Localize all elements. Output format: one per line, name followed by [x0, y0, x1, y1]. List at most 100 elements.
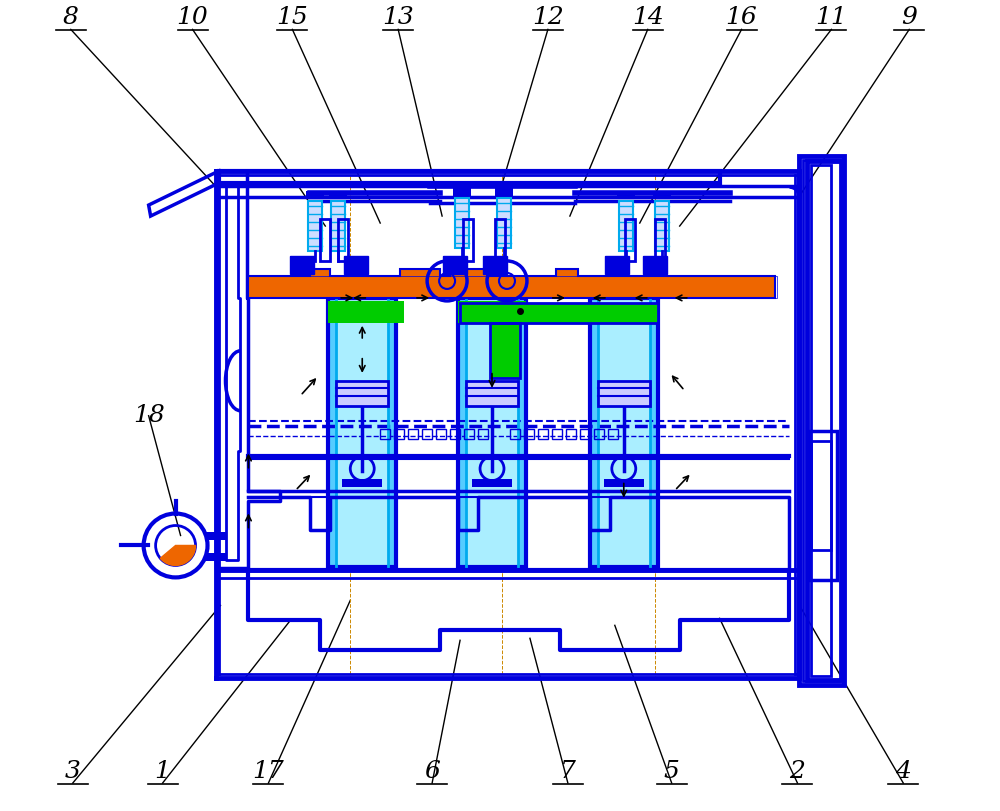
Bar	[329, 191, 347, 199]
Bar	[619, 201, 633, 251]
Bar	[290, 256, 314, 274]
Bar	[552, 429, 562, 439]
Bar	[328, 298, 396, 568]
Bar	[394, 429, 404, 439]
Bar	[483, 256, 507, 274]
Bar	[809, 431, 837, 581]
Text: 4: 4	[895, 760, 911, 783]
Bar	[510, 276, 750, 298]
Bar	[443, 256, 467, 274]
Text: 5: 5	[664, 760, 680, 783]
Text: 7: 7	[560, 760, 576, 783]
Text: 8: 8	[63, 6, 79, 29]
Bar	[643, 256, 667, 274]
Bar	[463, 219, 473, 261]
Text: 11: 11	[816, 6, 847, 29]
Bar	[408, 429, 418, 439]
Bar	[320, 219, 330, 261]
Text: 2: 2	[790, 760, 805, 783]
Bar	[495, 188, 513, 196]
Bar	[458, 301, 526, 323]
Bar	[408, 429, 418, 439]
Bar	[655, 201, 669, 251]
Bar	[344, 256, 368, 274]
Bar	[524, 429, 534, 439]
Bar	[811, 165, 831, 676]
Bar	[466, 381, 518, 406]
Bar	[290, 256, 314, 274]
Bar	[436, 429, 446, 439]
Bar	[331, 201, 345, 251]
Bar	[497, 198, 511, 248]
Bar	[464, 429, 474, 439]
Bar	[400, 276, 450, 298]
Bar	[490, 323, 520, 378]
Bar	[478, 429, 488, 439]
Bar	[594, 429, 604, 439]
Bar	[524, 429, 534, 439]
Bar	[653, 191, 671, 199]
Bar	[336, 298, 388, 568]
Bar	[605, 256, 629, 274]
Bar	[422, 429, 432, 439]
Text: 9: 9	[901, 6, 917, 29]
Bar	[590, 298, 658, 568]
Bar	[510, 429, 520, 439]
Bar	[580, 429, 590, 439]
Bar	[205, 533, 226, 540]
Bar	[422, 429, 432, 439]
Bar	[483, 256, 507, 274]
Text: 10: 10	[177, 6, 208, 29]
Bar	[598, 298, 650, 568]
Bar	[807, 161, 842, 680]
Bar	[455, 276, 505, 298]
Bar	[598, 381, 650, 406]
Text: 13: 13	[382, 6, 414, 29]
Bar	[380, 429, 390, 439]
Bar	[619, 201, 633, 251]
Bar	[450, 429, 460, 439]
Bar	[478, 429, 488, 439]
Bar	[799, 157, 844, 685]
Bar	[466, 298, 518, 568]
Bar	[617, 191, 635, 199]
Bar	[643, 256, 667, 274]
Text: 3: 3	[65, 760, 81, 783]
Text: 12: 12	[532, 6, 564, 29]
Bar	[495, 219, 505, 261]
Bar	[328, 298, 396, 568]
Bar	[336, 381, 388, 406]
Bar	[380, 429, 390, 439]
Bar	[458, 298, 526, 568]
Bar	[338, 219, 348, 261]
Text: 16: 16	[726, 6, 757, 29]
Bar	[566, 429, 576, 439]
Text: 1: 1	[155, 760, 171, 783]
Bar	[458, 298, 526, 568]
Bar	[328, 301, 404, 323]
Bar	[453, 188, 471, 196]
Bar	[394, 429, 404, 439]
Bar	[510, 429, 520, 439]
Bar	[538, 429, 548, 439]
Bar	[331, 201, 345, 251]
Bar	[344, 256, 368, 274]
Polygon shape	[248, 269, 775, 298]
Text: 15: 15	[276, 6, 308, 29]
Bar	[605, 256, 629, 274]
Bar	[580, 429, 590, 439]
Bar	[436, 429, 446, 439]
Text: 18: 18	[133, 404, 165, 427]
Text: 17: 17	[253, 760, 284, 783]
Bar	[811, 440, 831, 551]
Bar	[538, 429, 548, 439]
Bar	[466, 381, 518, 406]
Bar	[566, 429, 576, 439]
Text: 6: 6	[424, 760, 440, 783]
Bar	[604, 478, 644, 487]
Bar	[450, 429, 460, 439]
Bar	[608, 429, 618, 439]
Bar	[308, 201, 322, 251]
Bar	[455, 198, 469, 248]
Bar	[308, 201, 322, 251]
